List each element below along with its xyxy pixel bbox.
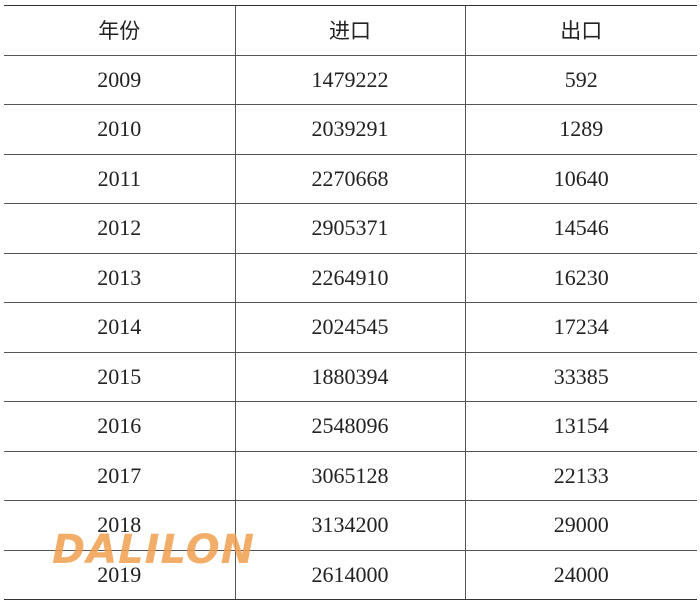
table-cell: 24000 bbox=[464, 550, 697, 600]
table-cell: 2024545 bbox=[234, 302, 465, 353]
table-cell: 2014 bbox=[4, 302, 235, 353]
table-cell: 2548096 bbox=[234, 401, 465, 452]
table-cell: 2015 bbox=[4, 352, 235, 402]
header-cell: 年份 bbox=[4, 5, 235, 56]
table-cell: 2016 bbox=[4, 401, 235, 452]
table-row: 2013 2264910 16230 bbox=[4, 253, 697, 303]
table-cell: 2018 bbox=[4, 500, 235, 551]
header-cell: 进口 bbox=[234, 5, 465, 56]
table-cell: 1289 bbox=[464, 104, 697, 155]
header-cell: 出口 bbox=[464, 5, 697, 56]
table-row: 2018 3134200 29000 bbox=[4, 500, 697, 551]
table-cell: 2010 bbox=[4, 104, 235, 155]
data-table: 年份 进口 出口 2009 1479222 592 2010 2039291 1289 2011… bbox=[4, 5, 697, 600]
table-body: 2009 1479222 592 2010 2039291 1289 2011 2270668… bbox=[4, 55, 697, 600]
table-cell: 2270668 bbox=[234, 154, 465, 204]
table-row: 2011 2270668 10640 bbox=[4, 154, 697, 204]
table-cell: 2039291 bbox=[234, 104, 465, 155]
table-cell: 592 bbox=[464, 55, 697, 105]
table-cell: 2013 bbox=[4, 253, 235, 303]
table-cell: 2011 bbox=[4, 154, 235, 204]
table-cell: 17234 bbox=[464, 302, 697, 353]
table-cell: 22133 bbox=[464, 451, 697, 501]
table-row: 2015 1880394 33385 bbox=[4, 352, 697, 402]
table-cell: 16230 bbox=[464, 253, 697, 303]
table-cell: 2012 bbox=[4, 203, 235, 254]
table-cell: 2019 bbox=[4, 550, 235, 600]
table-cell: 29000 bbox=[464, 500, 697, 551]
table-cell: 2017 bbox=[4, 451, 235, 501]
table-row: 2009 1479222 592 bbox=[4, 55, 697, 105]
table-cell: 2009 bbox=[4, 55, 235, 105]
watermark: DALILON bbox=[52, 527, 256, 573]
table-cell: 1479222 bbox=[234, 55, 465, 105]
table-cell: 33385 bbox=[464, 352, 697, 402]
table-cell: 2264910 bbox=[234, 253, 465, 303]
table-row: 2019 2614000 24000 bbox=[4, 550, 697, 600]
table-cell: 13154 bbox=[464, 401, 697, 452]
table-cell: 10640 bbox=[464, 154, 697, 204]
table-cell: 14546 bbox=[464, 203, 697, 254]
table-cell: 3134200 bbox=[234, 500, 465, 551]
table-cell: 2614000 bbox=[234, 550, 465, 600]
table-row: 2012 2905371 14546 bbox=[4, 203, 697, 254]
table-row: 2016 2548096 13154 bbox=[4, 401, 697, 452]
table-row: 2014 2024545 17234 bbox=[4, 302, 697, 353]
table-cell: 1880394 bbox=[234, 352, 465, 402]
table-cell: 3065128 bbox=[234, 451, 465, 501]
header-row: 年份 进口 出口 bbox=[4, 5, 697, 56]
table-cell: 2905371 bbox=[234, 203, 465, 254]
table-row: 2010 2039291 1289 bbox=[4, 104, 697, 155]
table-row: 2017 3065128 22133 bbox=[4, 451, 697, 501]
